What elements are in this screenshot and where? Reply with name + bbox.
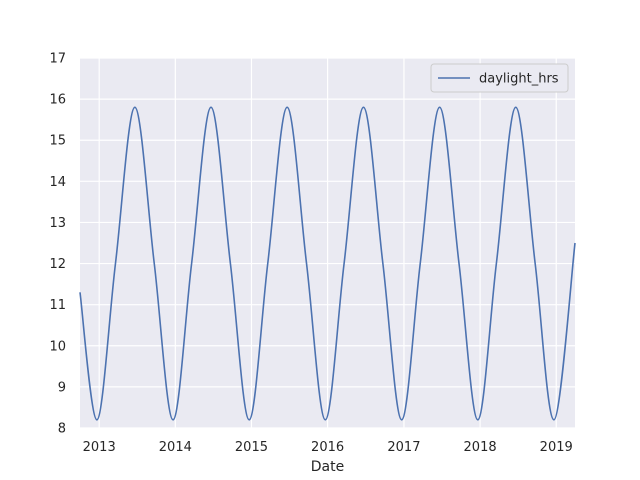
y-tick-label: 9: [58, 380, 66, 395]
y-tick-label: 13: [49, 216, 66, 231]
x-tick-label: 2017: [387, 440, 420, 455]
x-tick-label: 2015: [235, 440, 268, 455]
x-tick-label: 2016: [311, 440, 344, 455]
y-tick-label: 16: [49, 93, 66, 108]
x-axis-label: Date: [311, 459, 344, 475]
y-tick-label: 8: [58, 422, 66, 437]
x-axis-ticks: 2013 2014 2015 2016 2017 2018 2019: [83, 440, 573, 455]
x-tick-label: 2014: [159, 440, 192, 455]
series-line-daylight-hrs: [79, 106, 576, 421]
y-tick-label: 11: [49, 298, 66, 313]
x-tick-label: 2013: [83, 440, 116, 455]
legend: daylight_hrs: [430, 63, 569, 93]
y-tick-label: 17: [49, 52, 66, 67]
legend-label-daylight-hrs: daylight_hrs: [479, 72, 559, 87]
y-axis-ticks: 8 9 10 11 12 13 14 15 16 17: [49, 52, 66, 437]
y-tick-label: 15: [49, 134, 66, 149]
x-tick-label: 2019: [540, 440, 573, 455]
y-tick-label: 14: [49, 175, 66, 190]
y-tick-label: 10: [49, 339, 66, 354]
y-tick-label: 12: [49, 257, 66, 272]
legend-box: [430, 63, 569, 93]
x-tick-label: 2018: [464, 440, 497, 455]
